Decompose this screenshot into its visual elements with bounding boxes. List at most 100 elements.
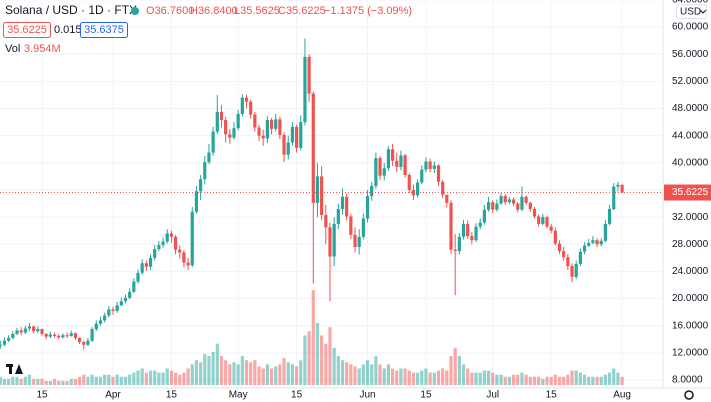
- volume-bar: [224, 360, 228, 385]
- candle-body: [186, 262, 190, 266]
- volume-value: 3.954M: [24, 43, 61, 55]
- volume-bar: [294, 366, 299, 385]
- volume-bar: [82, 374, 86, 385]
- bid-box[interactable]: [3, 22, 51, 38]
- volume-bar: [136, 370, 140, 385]
- candle-body: [553, 230, 557, 244]
- ohlc-low: L35.5625: [234, 5, 280, 17]
- volume-bar: [178, 374, 182, 385]
- candle-body: [495, 203, 499, 210]
- candle-body: [370, 185, 374, 197]
- candle-body: [340, 196, 345, 209]
- candle-body: [420, 169, 424, 183]
- volume-bar: [244, 360, 249, 385]
- volume-bar: [48, 380, 52, 385]
- candle-body: [232, 128, 236, 138]
- candle-body: [320, 176, 324, 216]
- volume-bar: [570, 370, 574, 385]
- candle-body: [390, 149, 395, 161]
- volume-bar: [274, 366, 278, 385]
- candle-body: [299, 122, 303, 148]
- y-tick-label: 20.0000: [672, 293, 709, 304]
- volume-bar: [511, 374, 516, 385]
- x-tick-label: Aug: [613, 390, 631, 401]
- volume-bar: [307, 331, 311, 385]
- volume-bar: [591, 376, 595, 385]
- last-price-box: [664, 184, 711, 201]
- candle-body: [403, 155, 407, 176]
- volume-bar: [303, 335, 307, 385]
- volume-bar: [90, 374, 94, 385]
- volume-bar: [19, 378, 23, 385]
- candle-body: [169, 233, 173, 237]
- candle-body: [136, 272, 140, 282]
- ask-box[interactable]: [80, 22, 128, 38]
- volume-bar: [315, 323, 320, 385]
- volume-bar: [453, 347, 457, 385]
- volume-bar: [524, 374, 528, 385]
- volume-bar: [532, 376, 537, 385]
- candle-body: [441, 181, 445, 195]
- candle-body: [607, 208, 612, 224]
- volume-bar: [153, 370, 157, 385]
- candle-body: [103, 315, 107, 321]
- candle-body: [190, 211, 194, 266]
- volume-bar: [499, 374, 503, 385]
- candle-body: [132, 281, 136, 292]
- candle-body: [453, 249, 457, 252]
- bid[interactable]: 35.6225: [7, 24, 47, 36]
- candle-body: [244, 97, 249, 102]
- candle-body: [128, 291, 132, 298]
- volume-bar: [353, 366, 357, 385]
- ohlc-open: O36.7600: [146, 5, 194, 17]
- volume-bar: [365, 360, 370, 385]
- candle-body: [378, 158, 382, 176]
- candle-body: [457, 236, 461, 252]
- volume-bar: [562, 376, 566, 385]
- candle-body: [61, 335, 65, 338]
- candle-body: [474, 226, 478, 241]
- candle-body: [199, 179, 203, 192]
- y-tick-label: 8.0000: [672, 375, 703, 386]
- candle-body: [595, 240, 599, 245]
- volume-bar: [165, 368, 169, 385]
- candle-body: [549, 226, 553, 231]
- ask[interactable]: 35.6375: [84, 24, 124, 36]
- volume-bar: [441, 368, 445, 385]
- volume-bar: [445, 370, 449, 385]
- candle-body: [424, 161, 428, 170]
- legend: Solana / USD · 1D · FTX O36.7600 H36.840…: [3, 3, 412, 55]
- volume-bar: [320, 335, 324, 385]
- candle-body: [94, 323, 98, 330]
- settings-icon[interactable]: [684, 390, 694, 400]
- currency[interactable]: USD: [680, 7, 701, 18]
- candle-body: [620, 184, 624, 193]
- volume-bar: [215, 343, 219, 385]
- currency-button[interactable]: [676, 4, 707, 19]
- y-tick-label: 16.0000: [672, 320, 709, 331]
- candle-body: [537, 216, 541, 224]
- candle-body: [307, 56, 311, 94]
- y-tick-label: 48.0000: [672, 103, 709, 114]
- volume-bar: [94, 376, 98, 385]
- volume-bar: [11, 376, 15, 385]
- candle-body: [603, 223, 608, 241]
- volume-bar: [428, 372, 432, 385]
- candle-body: [40, 329, 44, 334]
- candle-body: [157, 244, 161, 250]
- volume-bar: [574, 370, 578, 385]
- candle-body: [436, 165, 441, 182]
- candle-body: [482, 209, 486, 223]
- volume-bar: [86, 376, 90, 385]
- candle-body: [290, 126, 295, 143]
- candle-body: [432, 165, 436, 169]
- volume-bar: [261, 368, 265, 385]
- volume-bar: [203, 354, 207, 385]
- volume-bar: [578, 372, 582, 385]
- volume-bar: [228, 364, 232, 385]
- volume-bar: [211, 351, 215, 385]
- volume-bar: [115, 374, 119, 385]
- candle-body: [315, 176, 320, 203]
- candle-body: [591, 240, 595, 243]
- ohlc-close: C35.6225: [278, 5, 326, 17]
